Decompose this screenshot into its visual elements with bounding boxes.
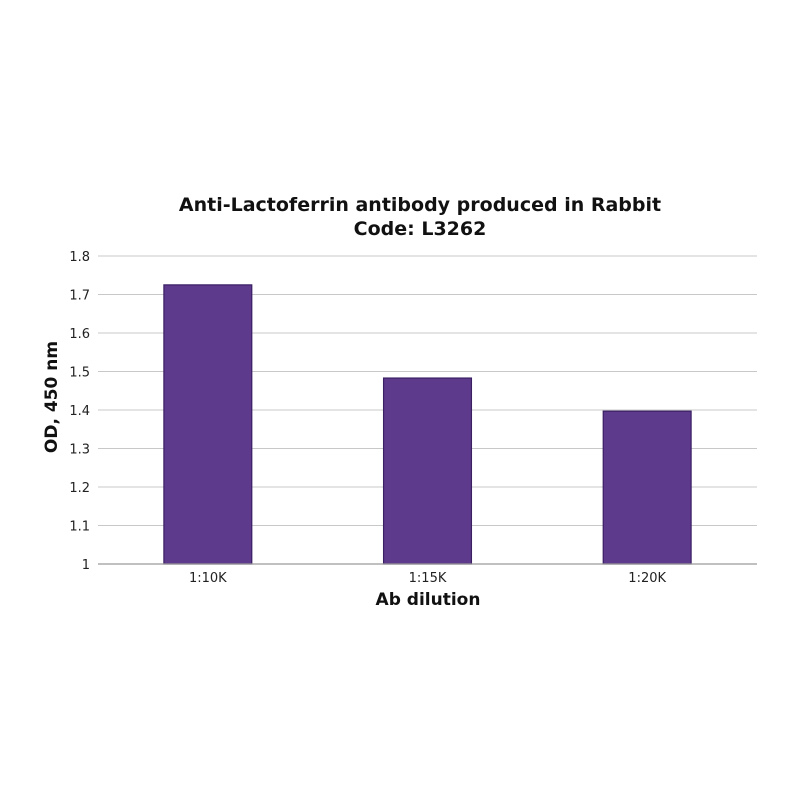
x-tick-label: 1:10K — [189, 571, 227, 586]
bar-1:10K — [163, 284, 253, 565]
y-tick-label: 1.2 — [69, 481, 90, 496]
y-tick-label: 1.3 — [69, 443, 90, 458]
y-tick-label: 1.8 — [69, 250, 90, 265]
x-tick-label: 1:20K — [628, 571, 666, 586]
y-tick-label: 1 — [82, 558, 90, 573]
y-tick-label: 1.6 — [69, 327, 90, 342]
x-axis-ticks: 1:10K 1:15K 1:20K — [189, 571, 667, 586]
x-axis-label: Ab dilution — [376, 590, 481, 610]
x-tick-label: 1:15K — [409, 571, 447, 586]
chart-title: Anti-Lactoferrin antibody produced in Ra… — [179, 194, 661, 216]
bars — [163, 284, 692, 565]
y-tick-label: 1.4 — [69, 404, 90, 419]
y-tick-label: 1.7 — [69, 289, 90, 304]
chart-subtitle: Code: L3262 — [354, 218, 487, 240]
bar-1:15K — [382, 377, 473, 565]
y-axis-label: OD, 450 nm — [42, 341, 62, 453]
bar-1:20K — [602, 410, 692, 565]
y-tick-label: 1.5 — [69, 366, 90, 381]
y-tick-label: 1.1 — [69, 520, 90, 535]
y-axis-ticks: 1 1.1 1.2 1.3 1.4 1.5 1.6 1.7 1.8 — [69, 250, 90, 573]
